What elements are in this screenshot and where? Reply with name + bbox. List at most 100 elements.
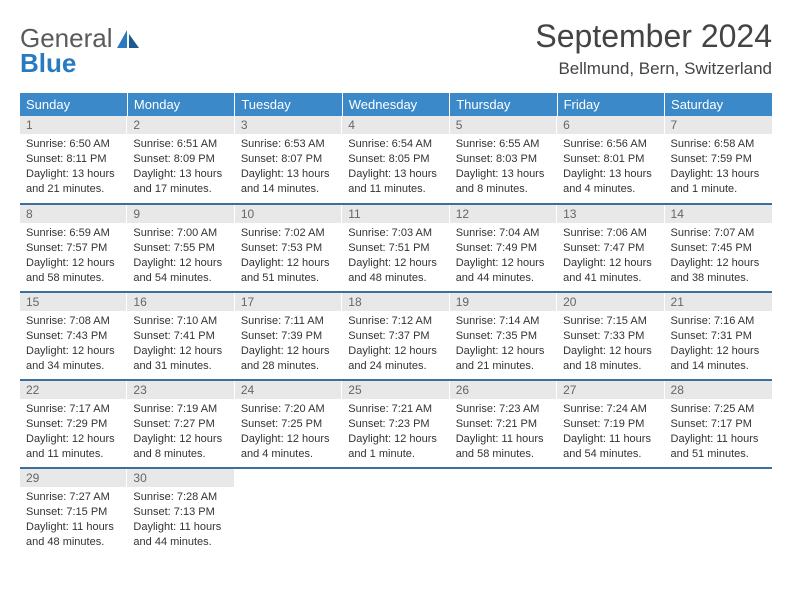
daylight-line: Daylight: 11 hours and 58 minutes. bbox=[456, 432, 551, 462]
sunset-line: Sunset: 8:05 PM bbox=[348, 152, 443, 167]
day-details: Sunrise: 7:21 AMSunset: 7:23 PMDaylight:… bbox=[342, 399, 449, 465]
calendar-cell bbox=[665, 468, 772, 556]
daylight-line: Daylight: 13 hours and 8 minutes. bbox=[456, 167, 551, 197]
calendar-cell: 29Sunrise: 7:27 AMSunset: 7:15 PMDayligh… bbox=[20, 468, 127, 556]
sunrise-line: Sunrise: 7:15 AM bbox=[563, 314, 658, 329]
day-number: 25 bbox=[342, 381, 449, 399]
day-details: Sunrise: 6:59 AMSunset: 7:57 PMDaylight:… bbox=[20, 223, 127, 289]
calendar-cell bbox=[342, 468, 449, 556]
sunset-line: Sunset: 7:29 PM bbox=[26, 417, 121, 432]
sunrise-line: Sunrise: 7:04 AM bbox=[456, 226, 551, 241]
day-details: Sunrise: 7:15 AMSunset: 7:33 PMDaylight:… bbox=[557, 311, 664, 377]
daylight-line: Daylight: 12 hours and 44 minutes. bbox=[456, 256, 551, 286]
sunrise-line: Sunrise: 7:14 AM bbox=[456, 314, 551, 329]
location-text: Bellmund, Bern, Switzerland bbox=[535, 59, 772, 79]
logo: General Blue bbox=[20, 18, 141, 75]
calendar-cell: 16Sunrise: 7:10 AMSunset: 7:41 PMDayligh… bbox=[127, 292, 234, 380]
day-details: Sunrise: 6:55 AMSunset: 8:03 PMDaylight:… bbox=[450, 134, 557, 200]
calendar-cell: 3Sunrise: 6:53 AMSunset: 8:07 PMDaylight… bbox=[235, 116, 342, 204]
day-details: Sunrise: 7:10 AMSunset: 7:41 PMDaylight:… bbox=[127, 311, 234, 377]
calendar-cell: 26Sunrise: 7:23 AMSunset: 7:21 PMDayligh… bbox=[450, 380, 557, 468]
day-details: Sunrise: 7:06 AMSunset: 7:47 PMDaylight:… bbox=[557, 223, 664, 289]
sunset-line: Sunset: 8:09 PM bbox=[133, 152, 228, 167]
sunset-line: Sunset: 7:31 PM bbox=[671, 329, 766, 344]
sunrise-line: Sunrise: 7:11 AM bbox=[241, 314, 336, 329]
day-number: 2 bbox=[127, 116, 234, 134]
sunrise-line: Sunrise: 7:12 AM bbox=[348, 314, 443, 329]
day-number: 30 bbox=[127, 469, 234, 487]
day-details: Sunrise: 7:25 AMSunset: 7:17 PMDaylight:… bbox=[665, 399, 772, 465]
sunrise-line: Sunrise: 7:20 AM bbox=[241, 402, 336, 417]
sunrise-line: Sunrise: 7:00 AM bbox=[133, 226, 228, 241]
day-number: 5 bbox=[450, 116, 557, 134]
sunrise-line: Sunrise: 7:23 AM bbox=[456, 402, 551, 417]
sunrise-line: Sunrise: 7:02 AM bbox=[241, 226, 336, 241]
daylight-line: Daylight: 12 hours and 58 minutes. bbox=[26, 256, 121, 286]
sunset-line: Sunset: 7:57 PM bbox=[26, 241, 121, 256]
day-number: 16 bbox=[127, 293, 234, 311]
sunset-line: Sunset: 7:13 PM bbox=[133, 505, 228, 520]
sunset-line: Sunset: 7:15 PM bbox=[26, 505, 121, 520]
daylight-line: Daylight: 12 hours and 54 minutes. bbox=[133, 256, 228, 286]
sunset-line: Sunset: 7:55 PM bbox=[133, 241, 228, 256]
daylight-line: Daylight: 13 hours and 11 minutes. bbox=[348, 167, 443, 197]
daylight-line: Daylight: 12 hours and 34 minutes. bbox=[26, 344, 121, 374]
daylight-line: Daylight: 13 hours and 17 minutes. bbox=[133, 167, 228, 197]
sunset-line: Sunset: 7:59 PM bbox=[671, 152, 766, 167]
sunrise-line: Sunrise: 6:58 AM bbox=[671, 137, 766, 152]
sunrise-line: Sunrise: 7:08 AM bbox=[26, 314, 121, 329]
weekday-header: Saturday bbox=[665, 93, 772, 116]
day-number: 6 bbox=[557, 116, 664, 134]
sunrise-line: Sunrise: 7:16 AM bbox=[671, 314, 766, 329]
day-details: Sunrise: 7:03 AMSunset: 7:51 PMDaylight:… bbox=[342, 223, 449, 289]
day-number: 20 bbox=[557, 293, 664, 311]
calendar-cell: 30Sunrise: 7:28 AMSunset: 7:13 PMDayligh… bbox=[127, 468, 234, 556]
daylight-line: Daylight: 13 hours and 14 minutes. bbox=[241, 167, 336, 197]
sunrise-line: Sunrise: 7:27 AM bbox=[26, 490, 121, 505]
day-number: 17 bbox=[235, 293, 342, 311]
day-number: 10 bbox=[235, 205, 342, 223]
day-number: 3 bbox=[235, 116, 342, 134]
calendar-cell: 6Sunrise: 6:56 AMSunset: 8:01 PMDaylight… bbox=[557, 116, 664, 204]
calendar-cell: 8Sunrise: 6:59 AMSunset: 7:57 PMDaylight… bbox=[20, 204, 127, 292]
page-title: September 2024 bbox=[535, 18, 772, 55]
logo-word-2: Blue bbox=[20, 48, 76, 78]
day-number: 23 bbox=[127, 381, 234, 399]
sunset-line: Sunset: 7:53 PM bbox=[241, 241, 336, 256]
sunset-line: Sunset: 7:41 PM bbox=[133, 329, 228, 344]
day-details: Sunrise: 7:17 AMSunset: 7:29 PMDaylight:… bbox=[20, 399, 127, 465]
day-number: 27 bbox=[557, 381, 664, 399]
weekday-header: Tuesday bbox=[235, 93, 342, 116]
calendar-cell: 10Sunrise: 7:02 AMSunset: 7:53 PMDayligh… bbox=[235, 204, 342, 292]
calendar-body: 1Sunrise: 6:50 AMSunset: 8:11 PMDaylight… bbox=[20, 116, 772, 556]
day-number: 22 bbox=[20, 381, 127, 399]
sunset-line: Sunset: 7:21 PM bbox=[456, 417, 551, 432]
weekday-header: Wednesday bbox=[342, 93, 449, 116]
day-details: Sunrise: 6:56 AMSunset: 8:01 PMDaylight:… bbox=[557, 134, 664, 200]
day-details: Sunrise: 7:23 AMSunset: 7:21 PMDaylight:… bbox=[450, 399, 557, 465]
daylight-line: Daylight: 11 hours and 51 minutes. bbox=[671, 432, 766, 462]
day-number: 14 bbox=[665, 205, 772, 223]
calendar-cell bbox=[557, 468, 664, 556]
sunset-line: Sunset: 8:03 PM bbox=[456, 152, 551, 167]
daylight-line: Daylight: 12 hours and 41 minutes. bbox=[563, 256, 658, 286]
sunset-line: Sunset: 7:49 PM bbox=[456, 241, 551, 256]
sunset-line: Sunset: 7:45 PM bbox=[671, 241, 766, 256]
sunset-line: Sunset: 7:39 PM bbox=[241, 329, 336, 344]
daylight-line: Daylight: 12 hours and 4 minutes. bbox=[241, 432, 336, 462]
daylight-line: Daylight: 12 hours and 31 minutes. bbox=[133, 344, 228, 374]
day-details: Sunrise: 7:12 AMSunset: 7:37 PMDaylight:… bbox=[342, 311, 449, 377]
calendar-cell: 20Sunrise: 7:15 AMSunset: 7:33 PMDayligh… bbox=[557, 292, 664, 380]
daylight-line: Daylight: 12 hours and 21 minutes. bbox=[456, 344, 551, 374]
day-details: Sunrise: 7:14 AMSunset: 7:35 PMDaylight:… bbox=[450, 311, 557, 377]
calendar-cell: 11Sunrise: 7:03 AMSunset: 7:51 PMDayligh… bbox=[342, 204, 449, 292]
calendar-cell: 4Sunrise: 6:54 AMSunset: 8:05 PMDaylight… bbox=[342, 116, 449, 204]
calendar-cell: 21Sunrise: 7:16 AMSunset: 7:31 PMDayligh… bbox=[665, 292, 772, 380]
calendar-cell: 18Sunrise: 7:12 AMSunset: 7:37 PMDayligh… bbox=[342, 292, 449, 380]
day-number: 15 bbox=[20, 293, 127, 311]
daylight-line: Daylight: 11 hours and 54 minutes. bbox=[563, 432, 658, 462]
day-details: Sunrise: 6:51 AMSunset: 8:09 PMDaylight:… bbox=[127, 134, 234, 200]
daylight-line: Daylight: 12 hours and 14 minutes. bbox=[671, 344, 766, 374]
calendar-cell: 23Sunrise: 7:19 AMSunset: 7:27 PMDayligh… bbox=[127, 380, 234, 468]
weekday-header: Sunday bbox=[20, 93, 127, 116]
